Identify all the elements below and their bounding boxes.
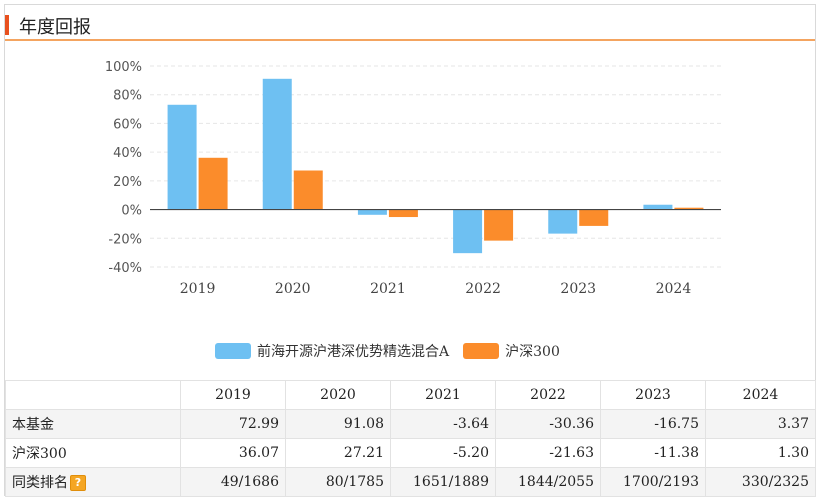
table-cell: -3.64 [390, 409, 496, 439]
annual-return-chart: 100% 80% 60% 40% 20% 0% -20% -40% 2019 2020 2021 20… [105, 60, 721, 297]
table-cell: 80/1785 [285, 467, 391, 497]
bar-fund [643, 204, 673, 210]
y-tick-label: 60% [113, 117, 142, 132]
table-corner-cell [5, 380, 181, 410]
row-label-rank-text: 同类排名 [12, 475, 68, 491]
y-tick-label: -20% [108, 232, 142, 247]
bar-fund [357, 209, 387, 215]
table-header-row: 2019 2020 2021 2022 2023 2024 [5, 380, 816, 410]
table-year-header: 2019 [180, 380, 286, 410]
legend-item-index[interactable]: 沪深300 [463, 341, 560, 361]
bar-fund [167, 104, 197, 210]
bar-fund [548, 209, 578, 234]
table-year-header: 2021 [390, 380, 496, 410]
help-icon[interactable]: ? [70, 475, 86, 491]
table-cell: 27.21 [285, 438, 391, 468]
header-accent-bar [5, 15, 9, 35]
legend-item-fund[interactable]: 前海开源沪港深优势精选混合A [215, 341, 449, 361]
x-tick-label: 2021 [370, 281, 406, 297]
table-cell: 1.30 [705, 438, 816, 468]
row-label-index: 沪深300 [5, 438, 181, 468]
table-cell: 3.37 [705, 409, 816, 439]
table-cell: 36.07 [180, 438, 286, 468]
table-cell: -16.75 [600, 409, 706, 439]
y-tick-label: 100% [105, 60, 142, 75]
table-cell: 330/2325 [705, 467, 816, 497]
table-year-header: 2022 [495, 380, 601, 410]
table-cell: 1651/1889 [390, 467, 496, 497]
x-tick-label: 2024 [656, 281, 692, 297]
table-year-header: 2024 [705, 380, 816, 410]
bar-index [388, 209, 418, 218]
x-tick-label: 2020 [275, 281, 311, 297]
table-year-header: 2020 [285, 380, 391, 410]
legend-swatch-fund [215, 343, 251, 359]
x-tick-label: 2023 [560, 281, 596, 297]
table-cell: -11.38 [600, 438, 706, 468]
y-tick-label: 20% [113, 175, 142, 190]
legend-swatch-index [463, 343, 500, 359]
table-cell: 91.08 [285, 409, 391, 439]
table-cell: 1844/2055 [495, 467, 601, 497]
annual-return-table: 2019 2020 2021 2022 2023 2024 本基金 72.99 … [5, 380, 816, 497]
y-tick-label: 80% [113, 89, 142, 104]
legend-label-index: 沪深300 [505, 344, 560, 360]
x-tick-label: 2022 [465, 281, 501, 297]
bar-index [484, 209, 514, 241]
bar-fund [262, 78, 292, 210]
row-label-fund: 本基金 [5, 409, 181, 439]
table-row-index: 沪深300 36.07 27.21 -5.20 -21.63 -11.38 1.… [5, 438, 816, 468]
y-tick-label: 40% [113, 146, 142, 161]
bar-index [293, 170, 323, 210]
y-tick-label: 0% [121, 204, 142, 219]
table-row-rank: 同类排名? 49/1686 80/1785 1651/1889 1844/205… [5, 467, 816, 497]
bar-index [674, 207, 704, 210]
x-tick-label: 2019 [180, 281, 216, 297]
table-row-fund: 本基金 72.99 91.08 -3.64 -30.36 -16.75 3.37 [5, 409, 816, 439]
table-year-header: 2023 [600, 380, 706, 410]
panel-header: 年度回报 [5, 5, 815, 41]
table-cell: -21.63 [495, 438, 601, 468]
row-label-rank: 同类排名? [5, 467, 181, 497]
table-cell: 1700/2193 [600, 467, 706, 497]
y-tick-label: -40% [108, 261, 142, 276]
table-cell: -5.20 [390, 438, 496, 468]
table-cell: 72.99 [180, 409, 286, 439]
annual-return-panel: 年度回报 100% 80% 60% 40% 20% 0% -20% -40% 2019 2020 2… [4, 4, 816, 497]
panel-title: 年度回报 [19, 17, 91, 38]
legend-label-fund: 前海开源沪港深优势精选混合A [257, 344, 450, 360]
chart-legend: 前海开源沪港深优势精选混合A 沪深300 [215, 341, 574, 361]
bar-index [198, 157, 228, 210]
table-cell: 49/1686 [180, 467, 286, 497]
bar-fund [453, 209, 483, 254]
bar-index [579, 209, 609, 226]
table-cell: -30.36 [495, 409, 601, 439]
